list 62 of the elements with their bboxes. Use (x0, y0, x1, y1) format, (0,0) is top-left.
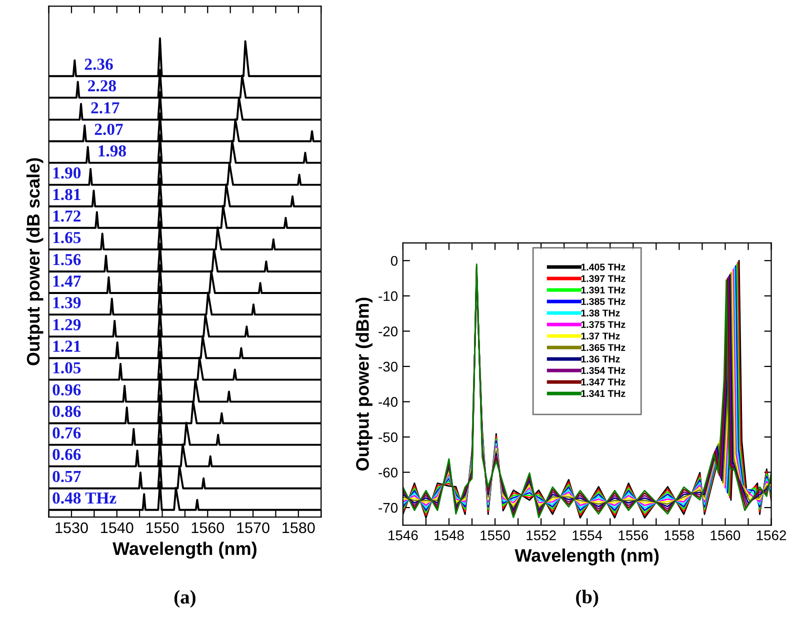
x-tick-label: 1560 (192, 522, 224, 534)
series-label: 0.57 (52, 470, 81, 482)
x-tick-label: 1580 (282, 522, 315, 534)
series-label: 0.96 (52, 384, 81, 396)
series-label: 0.48 THz (52, 492, 116, 504)
series-label: 1.29 (53, 319, 81, 330)
x-tick-label: 1554 (572, 530, 602, 540)
x-tick-label: 1556 (618, 530, 648, 540)
y-axis-title: Output power (dBm) (356, 298, 372, 471)
legend-label: 1.397 THz (581, 275, 626, 282)
x-tick-label: 1550 (146, 522, 179, 534)
legend-label: 1.375 THz (581, 321, 626, 328)
series-label: 1.65 (53, 232, 81, 244)
x-tick-label: 1548 (434, 530, 464, 540)
legend-label: 1.385 THz (581, 298, 626, 306)
x-tick-label: 1560 (710, 530, 740, 540)
series-label: 1.05 (53, 362, 81, 374)
y-axis-title: Output power (dB scale) (26, 158, 44, 366)
legend-label: 1.38 THz (581, 310, 620, 317)
legend-label: 1.37 THz (581, 332, 620, 340)
x-tick-label: 1562 (756, 530, 786, 540)
y-tick-label: -70 (378, 502, 398, 513)
series-label: 0.76 (52, 427, 81, 439)
series-label: 2.36 (84, 58, 113, 70)
legend-label: 1.405 THz (581, 264, 626, 271)
series-label: 1.39 (53, 297, 81, 308)
series-label: 1.81 (53, 188, 80, 200)
legend-label: 1.36 THz (581, 356, 620, 362)
series-label: 1.56 (53, 254, 81, 266)
y-tick-label: -10 (378, 291, 398, 302)
series-label: 1.98 (98, 145, 126, 157)
series-label: 1.21 (53, 340, 80, 352)
y-tick-label: -40 (378, 397, 398, 407)
x-tick-label: 1530 (56, 522, 88, 534)
legend-label: 1.365 THz (581, 344, 626, 351)
y-tick-label: -60 (378, 468, 398, 478)
legend-label: 1.347 THz (581, 378, 626, 386)
x-tick-label: 1558 (664, 530, 694, 540)
series-label: 1.47 (53, 276, 81, 287)
x-tick-label: 1552 (526, 530, 556, 540)
x-tick-label: 1546 (388, 530, 418, 540)
series-label: 2.07 (94, 124, 123, 136)
legend-label: 1.354 THz (581, 367, 626, 374)
x-tick-label: 1550 (480, 530, 510, 540)
series-label: 0.66 (52, 448, 81, 460)
y-tick-label: -50 (378, 432, 398, 442)
legend-label: 1.391 THz (581, 286, 626, 294)
text: (b) (576, 590, 598, 608)
series-label: 1.72 (53, 210, 81, 222)
series-label: 2.28 (88, 80, 116, 92)
x-axis-title: Wavelength (nm) (112, 542, 256, 559)
x-axis-title: Wavelength (nm) (514, 548, 659, 566)
series-label: 1.90 (53, 167, 81, 179)
series-label: 2.17 (91, 102, 120, 114)
text: (a) (174, 590, 196, 608)
legend-label: 1.341 THz (581, 390, 626, 397)
x-tick-label: 1570 (237, 522, 270, 534)
y-tick-label: -20 (378, 326, 398, 336)
y-tick-label: -30 (378, 362, 398, 372)
x-tick-label: 1540 (101, 522, 134, 534)
series-label: 0.86 (52, 406, 81, 418)
y-tick-label: 0 (390, 256, 398, 266)
